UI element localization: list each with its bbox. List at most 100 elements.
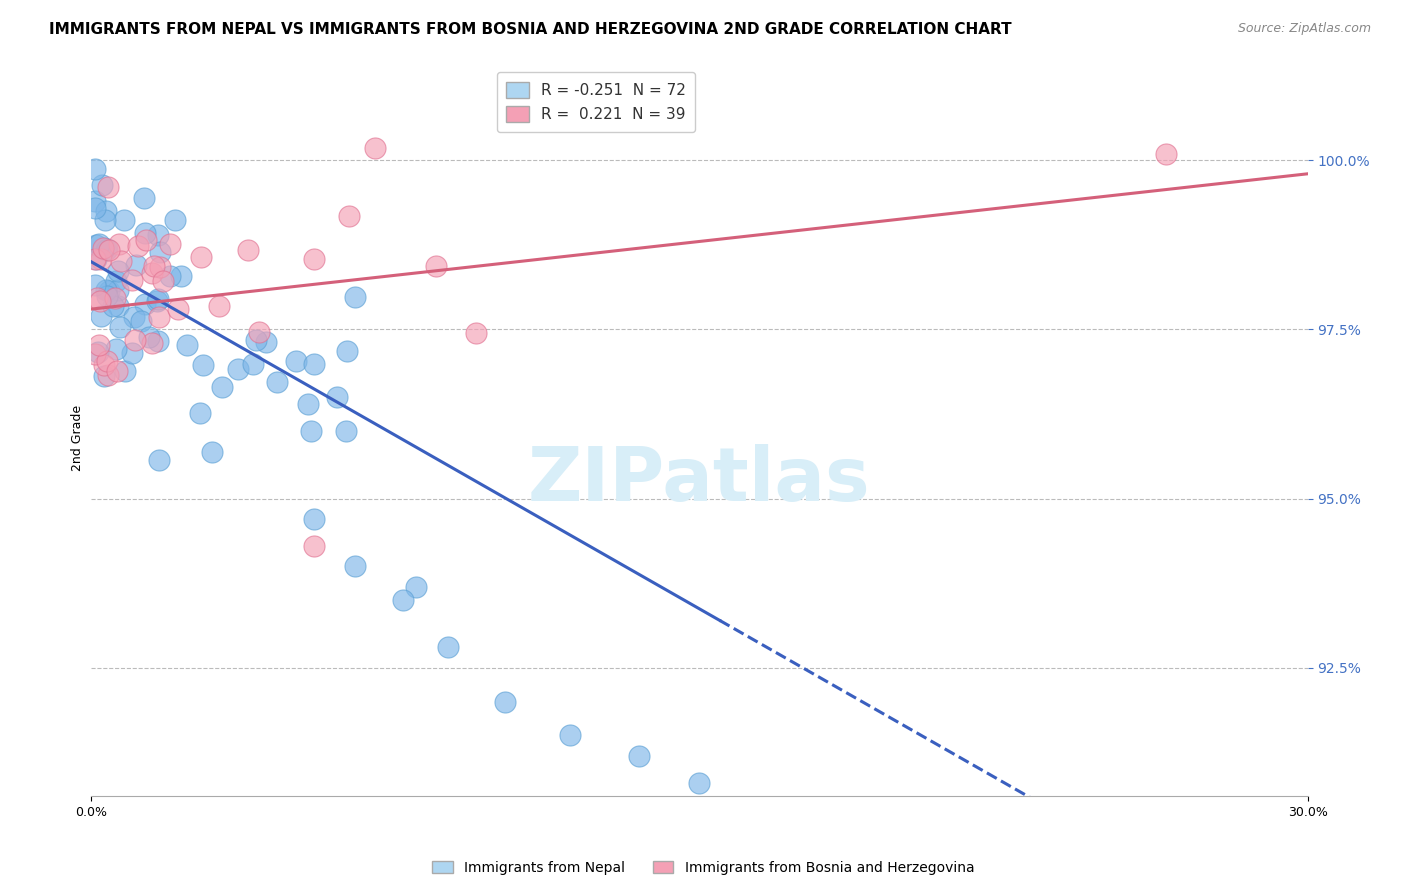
Point xyxy=(167,302,190,317)
Point xyxy=(104,291,127,305)
Point xyxy=(97,284,120,298)
Point xyxy=(96,354,118,368)
Point xyxy=(1154,146,1177,161)
Point xyxy=(558,728,581,742)
Point xyxy=(336,343,359,358)
Point xyxy=(134,227,156,241)
Point xyxy=(84,161,107,176)
Point xyxy=(90,310,112,324)
Point xyxy=(188,406,211,420)
Point xyxy=(335,424,357,438)
Point xyxy=(98,243,121,257)
Point xyxy=(343,290,366,304)
Legend: Immigrants from Nepal, Immigrants from Bosnia and Herzegovina: Immigrants from Nepal, Immigrants from B… xyxy=(426,855,980,880)
Point xyxy=(226,362,249,376)
Point xyxy=(145,294,167,309)
Point xyxy=(127,239,149,253)
Point xyxy=(93,359,115,373)
Point xyxy=(105,342,128,356)
Point xyxy=(107,283,129,297)
Point xyxy=(688,776,710,790)
Point xyxy=(129,314,152,328)
Point xyxy=(101,300,124,314)
Point xyxy=(148,334,170,349)
Point xyxy=(392,593,415,607)
Point xyxy=(94,212,117,227)
Point xyxy=(90,252,112,266)
Point xyxy=(121,345,143,359)
Point xyxy=(159,236,181,251)
Point xyxy=(105,274,128,288)
Point xyxy=(97,368,120,383)
Point xyxy=(302,512,325,526)
Point xyxy=(138,330,160,344)
Point xyxy=(170,268,193,283)
Point xyxy=(135,233,157,247)
Point xyxy=(627,748,650,763)
Point xyxy=(405,580,427,594)
Point xyxy=(302,252,325,266)
Point xyxy=(84,202,107,216)
Point xyxy=(465,326,488,340)
Point xyxy=(337,209,360,223)
Point xyxy=(91,178,114,193)
Point xyxy=(284,353,307,368)
Point xyxy=(211,380,233,394)
Point xyxy=(425,260,447,274)
Point xyxy=(124,258,146,272)
Point xyxy=(84,252,107,266)
Text: IMMIGRANTS FROM NEPAL VS IMMIGRANTS FROM BOSNIA AND HERZEGOVINA 2ND GRADE CORREL: IMMIGRANTS FROM NEPAL VS IMMIGRANTS FROM… xyxy=(49,22,1012,37)
Point xyxy=(122,310,145,325)
Point xyxy=(146,293,169,307)
Point xyxy=(302,358,325,372)
Point xyxy=(149,260,172,274)
Point xyxy=(141,266,163,280)
Point xyxy=(93,241,115,255)
Point xyxy=(124,333,146,347)
Text: Source: ZipAtlas.com: Source: ZipAtlas.com xyxy=(1237,22,1371,36)
Point xyxy=(148,453,170,467)
Point xyxy=(87,237,110,252)
Point xyxy=(245,333,267,347)
Point xyxy=(108,320,131,334)
Point xyxy=(247,325,270,339)
Point xyxy=(437,640,460,655)
Text: ZIPatlas: ZIPatlas xyxy=(529,444,870,517)
Point xyxy=(96,289,118,303)
Point xyxy=(148,310,170,324)
Point xyxy=(94,203,117,218)
Point xyxy=(149,244,172,259)
Legend: R = -0.251  N = 72, R =  0.221  N = 39: R = -0.251 N = 72, R = 0.221 N = 39 xyxy=(496,72,695,132)
Point xyxy=(121,273,143,287)
Point xyxy=(134,297,156,311)
Point xyxy=(110,254,132,268)
Point xyxy=(141,336,163,351)
Point xyxy=(87,338,110,352)
Point xyxy=(266,376,288,390)
Point xyxy=(326,390,349,404)
Point xyxy=(87,344,110,359)
Point xyxy=(84,252,107,267)
Point xyxy=(242,357,264,371)
Point xyxy=(494,695,516,709)
Point xyxy=(238,243,260,257)
Point xyxy=(152,274,174,288)
Point xyxy=(84,194,107,209)
Point xyxy=(86,291,108,305)
Point xyxy=(343,559,366,574)
Point xyxy=(107,264,129,278)
Point xyxy=(89,294,111,309)
Y-axis label: 2nd Grade: 2nd Grade xyxy=(72,405,84,471)
Point xyxy=(159,268,181,283)
Point xyxy=(143,259,166,273)
Point xyxy=(190,250,212,264)
Point xyxy=(94,243,117,257)
Point xyxy=(108,237,131,252)
Point xyxy=(146,228,169,243)
Point xyxy=(97,180,120,194)
Point xyxy=(201,444,224,458)
Point xyxy=(132,191,155,205)
Point xyxy=(96,242,118,256)
Point xyxy=(297,397,319,411)
Point xyxy=(94,283,117,297)
